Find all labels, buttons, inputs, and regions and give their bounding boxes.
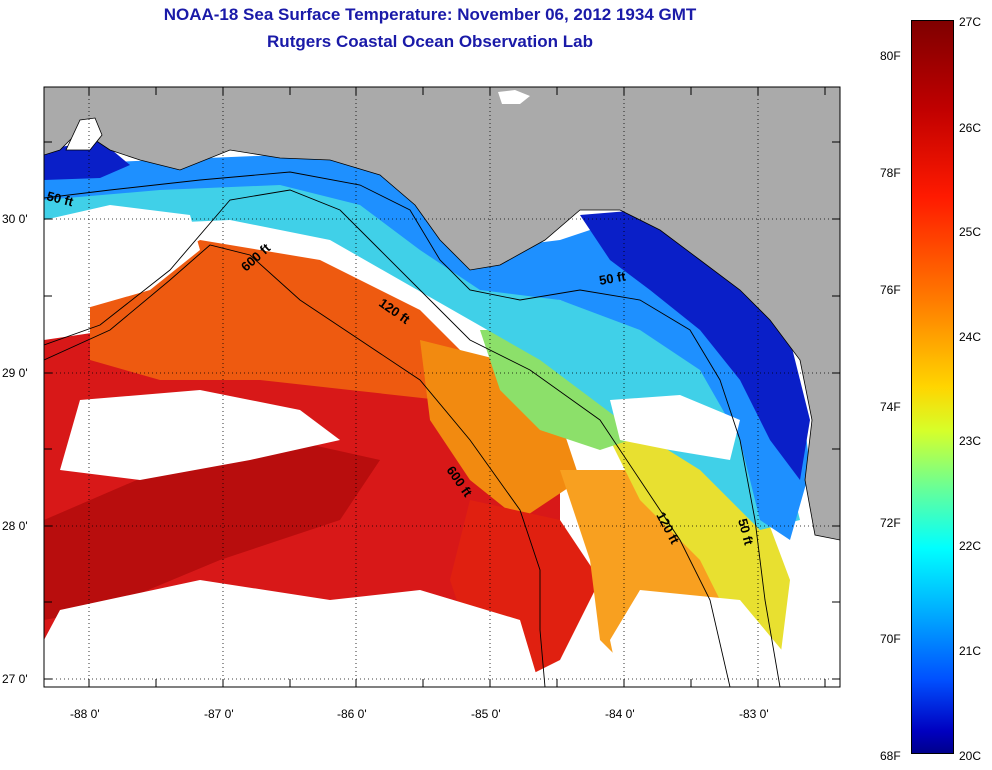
- land-west-bay-shore: [65, 117, 103, 151]
- contour-label-50ft-east: 50 ft: [735, 517, 757, 547]
- lat-label-30: 30 0': [2, 212, 28, 226]
- cloud-patch-central: [60, 390, 340, 480]
- tick-marks: [44, 87, 840, 687]
- contour-label-50ft-central: 50 ft: [598, 268, 628, 288]
- colorbar-label-72f: 72F: [880, 516, 901, 530]
- contour-label-50ft-west: 50 ft: [45, 188, 75, 209]
- cloud-patch-shelf: [610, 395, 740, 460]
- title-line-1: NOAA-18 Sea Surface Temperature: Novembe…: [163, 5, 697, 24]
- colorbar-label-68f: 68F: [880, 749, 901, 763]
- colorbar-label-24c: 24C: [959, 330, 982, 344]
- contour-120ft: [44, 189, 731, 687]
- colorbar-label-21c: 21C: [959, 644, 982, 658]
- temperature-colorbar: [911, 20, 954, 754]
- contour-50ft: [44, 171, 781, 687]
- colorbar-label-23c: 23C: [959, 434, 982, 448]
- contour-600ft: [44, 244, 546, 687]
- colorbar-label-76f: 76F: [880, 283, 901, 297]
- sst-dark-blue-nearshore: [580, 210, 810, 480]
- sst-orange-central: [420, 340, 580, 520]
- graticule: [44, 87, 840, 687]
- lat-label-29: 29 0': [2, 366, 28, 380]
- lon-label-86: -86 0': [337, 707, 367, 721]
- sst-warm-northwest: [90, 240, 470, 400]
- land-mass: [44, 87, 840, 541]
- colorbar-label-80f: 80F: [880, 49, 901, 63]
- sst-yellow-shelf: [600, 420, 790, 660]
- colorbar-label-25c: 25C: [959, 225, 982, 239]
- lon-label-87: -87 0': [204, 707, 234, 721]
- colorbar-label-26c: 26C: [959, 121, 982, 135]
- lat-label-27: 27 0': [2, 672, 28, 686]
- lat-label-28: 28 0': [2, 519, 28, 533]
- colorbar-label-70f: 70F: [880, 632, 901, 646]
- colorbar-label-74f: 74F: [880, 400, 901, 414]
- lon-label-88: -88 0': [70, 707, 100, 721]
- colorbar-label-20c: 20C: [959, 749, 982, 763]
- map-frame: [43, 86, 841, 688]
- cloud-patch-southeast: [610, 590, 790, 687]
- sst-dark-blue-bays: [44, 140, 130, 180]
- lon-label-85: -85 0': [471, 707, 501, 721]
- lon-label-83: -83 0': [739, 707, 769, 721]
- cloud-patch-south: [44, 580, 540, 687]
- land-coastal-island: [498, 90, 530, 104]
- colorbar-label-27c: 27C: [959, 15, 982, 29]
- cloud-patch-west: [44, 205, 200, 320]
- title-line-2: Rutgers Coastal Ocean Observation Lab: [267, 32, 593, 51]
- sst-deep-red-southwest: [44, 440, 380, 620]
- lon-label-84: -84 0': [605, 707, 635, 721]
- colorbar-label-22c: 22C: [959, 539, 982, 553]
- colorbar-label-78f: 78F: [880, 166, 901, 180]
